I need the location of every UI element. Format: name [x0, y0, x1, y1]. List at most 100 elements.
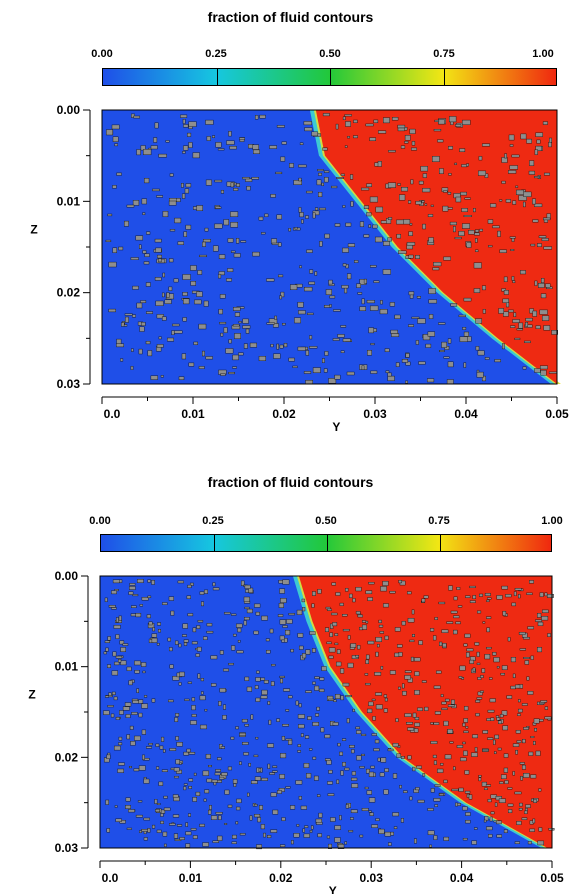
solid-grain	[524, 660, 529, 665]
solid-grain	[204, 709, 208, 712]
solid-grain	[301, 219, 304, 224]
solid-grain	[334, 642, 339, 645]
solid-grain	[345, 121, 351, 127]
solid-grain	[246, 686, 253, 692]
solid-grain	[212, 587, 220, 591]
solid-grain	[427, 214, 434, 217]
solid-grain	[347, 243, 356, 247]
solid-grain	[377, 644, 380, 648]
solid-grain	[185, 183, 192, 188]
solid-grain	[411, 316, 420, 319]
solid-grain	[197, 270, 203, 275]
solid-grain	[156, 766, 160, 770]
solid-grain	[145, 746, 152, 749]
solid-grain	[440, 763, 444, 766]
solid-grain	[458, 787, 464, 792]
solid-grain	[267, 835, 272, 838]
solid-grain	[266, 322, 275, 325]
solid-grain	[154, 238, 162, 243]
solid-grain	[325, 289, 333, 296]
solid-grain	[516, 328, 523, 331]
solid-grain	[471, 840, 477, 845]
solid-grain	[519, 762, 525, 765]
solid-grain	[394, 314, 401, 319]
solid-grain	[263, 832, 266, 838]
solid-grain	[152, 188, 160, 192]
solid-grain	[411, 147, 417, 151]
solid-grain	[344, 841, 348, 845]
solid-grain	[309, 346, 318, 349]
solid-grain	[185, 831, 192, 836]
solid-grain	[378, 619, 382, 623]
solid-grain	[486, 826, 493, 831]
solid-grain	[296, 609, 303, 615]
solid-grain	[398, 652, 403, 657]
solid-grain	[508, 809, 513, 813]
solid-grain	[278, 603, 284, 608]
solid-grain	[409, 796, 413, 801]
solid-grain	[432, 156, 440, 162]
solid-grain	[162, 602, 168, 605]
solid-grain	[258, 768, 262, 772]
solid-grain	[504, 780, 509, 784]
solid-grain	[392, 743, 399, 748]
plot-frame	[99, 575, 553, 849]
solid-grain	[340, 325, 347, 328]
colorbar-gradient	[102, 68, 557, 86]
solid-grain	[306, 773, 312, 779]
colorbar-tick-label: 0.50	[319, 48, 341, 60]
solid-grain	[359, 221, 365, 227]
solid-grain	[270, 829, 278, 833]
solid-grain	[487, 799, 492, 803]
solid-grain	[131, 348, 134, 352]
solid-grain	[305, 350, 309, 356]
solid-grain	[522, 366, 527, 370]
solid-grain	[532, 198, 536, 205]
solid-grain	[430, 788, 435, 793]
solid-grain	[404, 135, 411, 141]
solid-grain	[451, 699, 455, 705]
solid-grain	[511, 602, 516, 607]
solid-grain	[501, 710, 508, 716]
solid-grain	[516, 740, 522, 743]
solid-grain	[154, 122, 159, 129]
solid-grain	[278, 580, 283, 584]
solid-grain	[482, 285, 486, 291]
solid-grain	[210, 683, 217, 687]
solid-grain	[366, 768, 370, 774]
solid-grain	[466, 242, 472, 248]
solid-grain	[500, 673, 505, 676]
solid-grain	[422, 223, 426, 230]
solid-grain	[397, 127, 405, 132]
solid-grain	[383, 694, 387, 698]
solid-grain	[453, 615, 460, 619]
solid-grain	[113, 696, 118, 701]
solid-grain	[538, 235, 547, 238]
solid-grain	[443, 256, 452, 261]
solid-grain	[297, 346, 306, 351]
solid-grain	[487, 737, 494, 740]
solid-grain	[147, 579, 151, 583]
solid-grain	[182, 151, 186, 154]
solid-grain	[130, 605, 137, 608]
solid-grain	[544, 716, 552, 720]
solid-grain	[226, 140, 235, 145]
solid-grain	[463, 750, 468, 756]
solid-grain	[486, 718, 492, 721]
solid-grain	[119, 640, 125, 645]
solid-grain	[342, 682, 350, 687]
solid-grain	[132, 700, 139, 704]
solid-grain	[157, 629, 161, 633]
solid-grain	[354, 260, 359, 263]
solid-grain	[168, 258, 174, 263]
solid-grain	[527, 841, 532, 845]
solid-grain	[401, 359, 409, 363]
solid-grain	[188, 752, 196, 755]
solid-grain	[300, 805, 308, 810]
solid-grain	[204, 227, 209, 232]
solid-grain	[236, 183, 240, 187]
solid-grain	[285, 786, 291, 789]
solid-grain	[514, 588, 522, 591]
solid-grain	[502, 343, 505, 350]
solid-grain	[243, 343, 248, 349]
